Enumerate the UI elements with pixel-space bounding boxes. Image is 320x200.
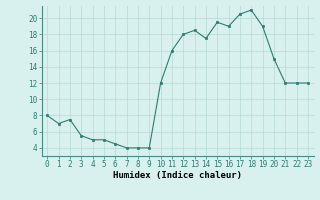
X-axis label: Humidex (Indice chaleur): Humidex (Indice chaleur) bbox=[113, 171, 242, 180]
